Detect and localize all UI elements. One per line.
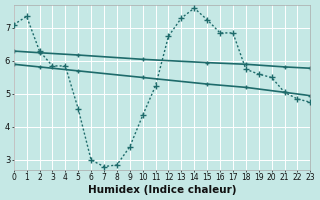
X-axis label: Humidex (Indice chaleur): Humidex (Indice chaleur) — [88, 185, 236, 195]
